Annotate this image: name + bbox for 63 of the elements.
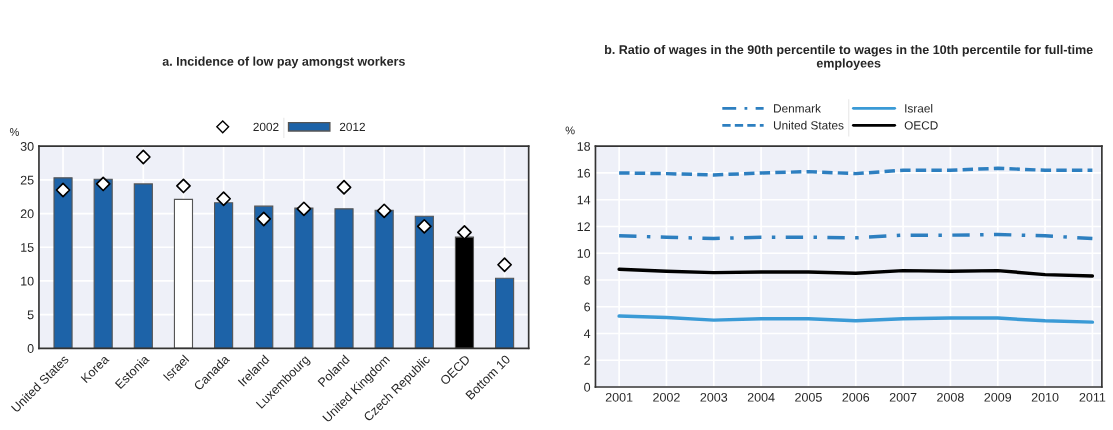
bar: [214, 202, 234, 349]
x-tick-label: 2010: [1031, 392, 1059, 402]
point: [376, 203, 392, 219]
y-tick-label: 15: [21, 243, 34, 252]
line-series: [617, 166, 1095, 177]
y-tick-label: 18: [577, 142, 591, 151]
x-tick-label: 2007: [889, 392, 917, 402]
x-tick-label: 2006: [842, 392, 870, 402]
y-tick-label: 16: [577, 168, 591, 178]
chart-title: b. Ratio of wages in the 90th percentile to wages in the 10th percentile for full-time employees: [605, 44, 1093, 71]
bar: [414, 215, 434, 349]
legend-label: 2002: [253, 122, 279, 132]
point: [55, 182, 71, 198]
x-tick-label: 2001: [605, 392, 633, 402]
point: [176, 178, 191, 194]
y-tick-label: 0: [584, 382, 591, 392]
bar: [294, 207, 314, 349]
legend-label: Denmark: [774, 103, 821, 113]
point: [296, 201, 312, 217]
y-tick-label: 10: [21, 276, 34, 286]
legend-label: OECD: [904, 121, 938, 130]
y-tick-label: 10: [577, 249, 591, 258]
x-tick-label: 2002: [653, 392, 680, 402]
bar: [254, 205, 274, 349]
y-tick-label: 8: [584, 275, 591, 285]
bar: [495, 277, 515, 349]
y-axis-title: %: [565, 126, 575, 135]
bar: [53, 177, 73, 349]
point: [135, 149, 151, 165]
y-tick-label: 25: [20, 175, 34, 185]
x-tick-label: 2004: [747, 392, 775, 402]
y-tick-label: 14: [577, 195, 591, 205]
y-tick-label: 4: [583, 329, 591, 339]
x-tick-label: 2003: [700, 392, 728, 402]
point: [95, 176, 111, 192]
x-tick-label: 2008: [937, 392, 964, 402]
x-tick-label: 2009: [984, 392, 1012, 402]
y-tick-label: 12: [577, 222, 590, 231]
legend-label: United States: [773, 120, 844, 130]
y-tick-label: 20: [20, 209, 34, 219]
point: [256, 211, 272, 227]
bar: [374, 209, 394, 349]
line-series: [617, 267, 1095, 278]
y-tick-label: 0: [27, 344, 34, 353]
x-tick-label: 2005: [795, 392, 822, 402]
point: [457, 225, 472, 240]
line-series: [617, 314, 1095, 324]
y-tick-label: 5: [27, 310, 34, 320]
legend-label: 2012: [339, 122, 365, 132]
bar: [93, 178, 113, 349]
bar: [334, 208, 354, 349]
x-tick-label: 2011: [1079, 392, 1106, 402]
y-tick-label: 30: [20, 142, 34, 151]
bar: [133, 183, 153, 349]
point: [336, 179, 352, 195]
y-axis-title: %: [9, 128, 20, 136]
y-tick-label: 2: [584, 356, 590, 365]
legend-label: Israel: [905, 103, 933, 113]
point: [497, 257, 513, 273]
chart-title: a. Incidence of low pay amongst workers: [162, 56, 405, 69]
y-tick-label: 6: [584, 302, 591, 312]
point: [216, 191, 232, 207]
point: [416, 218, 432, 234]
